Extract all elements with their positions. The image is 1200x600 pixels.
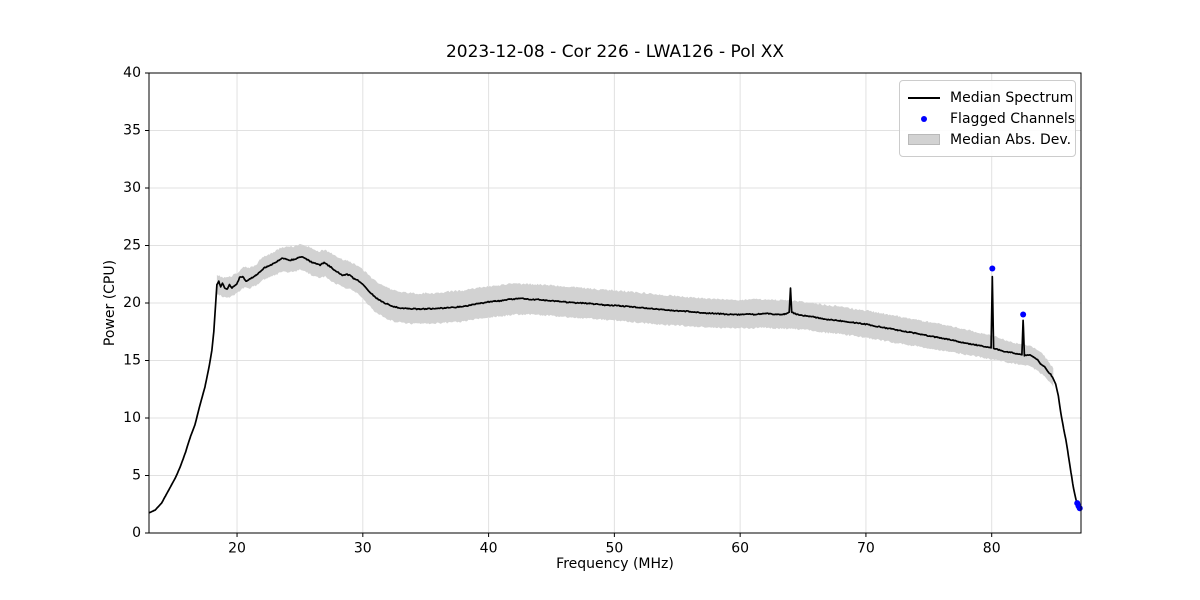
axis-ticks (145, 72, 993, 537)
flagged-channels-points (989, 265, 1083, 512)
y-tick-label: 35 (123, 123, 141, 139)
gridlines (149, 72, 1081, 534)
y-tick-label: 20 (123, 295, 141, 311)
legend-label: Median Abs. Dev. (950, 131, 1072, 148)
legend-entry-median-abs-dev: Median Abs. Dev. (908, 129, 1071, 150)
legend-label: Flagged Channels (950, 110, 1076, 127)
y-tick-label: 25 (123, 238, 141, 254)
tick-labels: 20 30 40 50 60 70 80 0 5 10 15 20 25 30 35 40 (123, 65, 1000, 557)
x-tick-label: 40 (480, 541, 498, 557)
line-swatch-icon (908, 96, 940, 99)
band-swatch-icon (908, 134, 940, 145)
plot-title: 2023-12-08 - Cor 226 - LWA126 - Pol XX (445, 42, 785, 62)
y-tick-label: 10 (123, 410, 141, 426)
median-spectrum-line (149, 255, 1080, 514)
x-tick-label: 70 (857, 541, 875, 557)
x-tick-label: 80 (983, 541, 1001, 557)
legend-entry-median-spectrum: Median Spectrum (908, 87, 1073, 108)
y-axis-label: Power (CPU) (102, 259, 118, 347)
flagged-channel-point (1076, 505, 1083, 512)
y-tick-label: 15 (123, 353, 141, 369)
y-tick-label: 0 (132, 525, 141, 541)
mad-band (216, 243, 1054, 387)
x-tick-label: 30 (354, 541, 372, 557)
flagged-channel-point (989, 265, 996, 272)
y-tick-label: 40 (123, 65, 141, 81)
y-tick-label: 5 (132, 468, 141, 484)
legend-entry-flagged-channels: Flagged Channels (908, 108, 1075, 129)
legend-label: Median Spectrum (950, 89, 1074, 106)
x-tick-label: 60 (731, 541, 749, 557)
dot-swatch-icon (908, 115, 940, 122)
x-tick-label: 20 (228, 541, 246, 557)
x-tick-label: 50 (605, 541, 623, 557)
x-axis-label: Frequency (MHz) (556, 556, 674, 572)
flagged-channel-point (1020, 311, 1027, 318)
y-tick-label: 30 (123, 180, 141, 196)
legend: Median Spectrum Flagged Channels Median … (899, 80, 1076, 157)
